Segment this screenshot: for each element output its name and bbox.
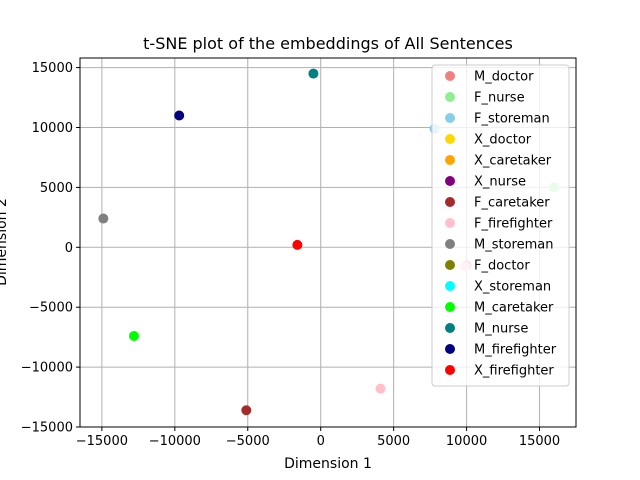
legend-frame xyxy=(431,64,570,387)
chart-title: t-SNE plot of the embeddings of All Sent… xyxy=(143,34,513,53)
y-tick-label: −5000 xyxy=(29,301,73,316)
y-tick-label: −10000 xyxy=(21,361,73,376)
legend-label: F_storeman xyxy=(474,112,550,127)
legend-label: M_nurse xyxy=(474,322,528,337)
point-m-caretaker xyxy=(128,330,139,341)
legend-marker xyxy=(445,323,455,333)
x-axis-ticks: −15000 −10000 −5000 0 5000 10000 15000 xyxy=(76,427,560,449)
x-tick-label: 0 xyxy=(317,434,325,449)
x-tick-label: −5000 xyxy=(226,434,270,449)
legend-marker xyxy=(445,218,455,228)
point-x-firefighter xyxy=(292,239,303,250)
legend-marker xyxy=(445,344,455,354)
legend-marker xyxy=(445,71,455,81)
legend-label: M_caretaker xyxy=(474,301,554,316)
y-axis-ticks: −15000 −10000 −5000 0 5000 10000 15000 xyxy=(21,61,80,436)
x-tick-label: −10000 xyxy=(149,434,201,449)
legend-label: M_storeman xyxy=(474,238,553,253)
point-m-firefighter xyxy=(174,110,185,121)
y-axis-label: Dimension 2 xyxy=(0,198,10,286)
point-m-storeman xyxy=(98,213,109,224)
point-f-caretaker xyxy=(241,405,252,416)
legend-label: F_nurse xyxy=(474,91,525,106)
legend: M_doctor F_nurse F_storeman X_doctor X_caret… xyxy=(431,64,570,387)
legend-marker xyxy=(445,176,455,186)
point-m-nurse xyxy=(308,68,319,79)
legend-label: X_caretaker xyxy=(474,154,552,169)
legend-marker xyxy=(445,260,455,270)
point-f-firefighter xyxy=(375,383,386,394)
x-axis-label: Dimension 1 xyxy=(284,456,372,472)
legend-label: F_firefighter xyxy=(474,217,553,232)
legend-marker xyxy=(445,281,455,291)
x-tick-label: 10000 xyxy=(446,434,487,449)
x-tick-label: −15000 xyxy=(76,434,128,449)
y-tick-label: 15000 xyxy=(32,61,73,76)
legend-label: X_firefighter xyxy=(474,364,554,379)
y-tick-label: 0 xyxy=(65,241,73,256)
y-tick-label: −15000 xyxy=(21,421,73,436)
x-tick-label: 15000 xyxy=(519,434,560,449)
legend-label: X_doctor xyxy=(474,133,532,148)
legend-marker xyxy=(445,239,455,249)
legend-label: X_storeman xyxy=(474,280,551,295)
legend-marker xyxy=(445,155,455,165)
plot-frame xyxy=(79,57,577,428)
y-tick-label: 10000 xyxy=(32,121,73,136)
legend-label: F_caretaker xyxy=(474,196,550,211)
legend-label: X_nurse xyxy=(474,175,526,190)
legend-marker xyxy=(445,134,455,144)
legend-label: M_doctor xyxy=(474,70,534,85)
legend-label: M_firefighter xyxy=(474,343,557,358)
y-tick-label: 5000 xyxy=(40,181,73,196)
legend-marker xyxy=(445,302,455,312)
legend-label: F_doctor xyxy=(474,259,530,274)
legend-marker xyxy=(445,92,455,102)
x-tick-label: 5000 xyxy=(377,434,410,449)
legend-marker xyxy=(445,113,455,123)
legend-marker xyxy=(445,197,455,207)
legend-marker xyxy=(445,365,455,375)
